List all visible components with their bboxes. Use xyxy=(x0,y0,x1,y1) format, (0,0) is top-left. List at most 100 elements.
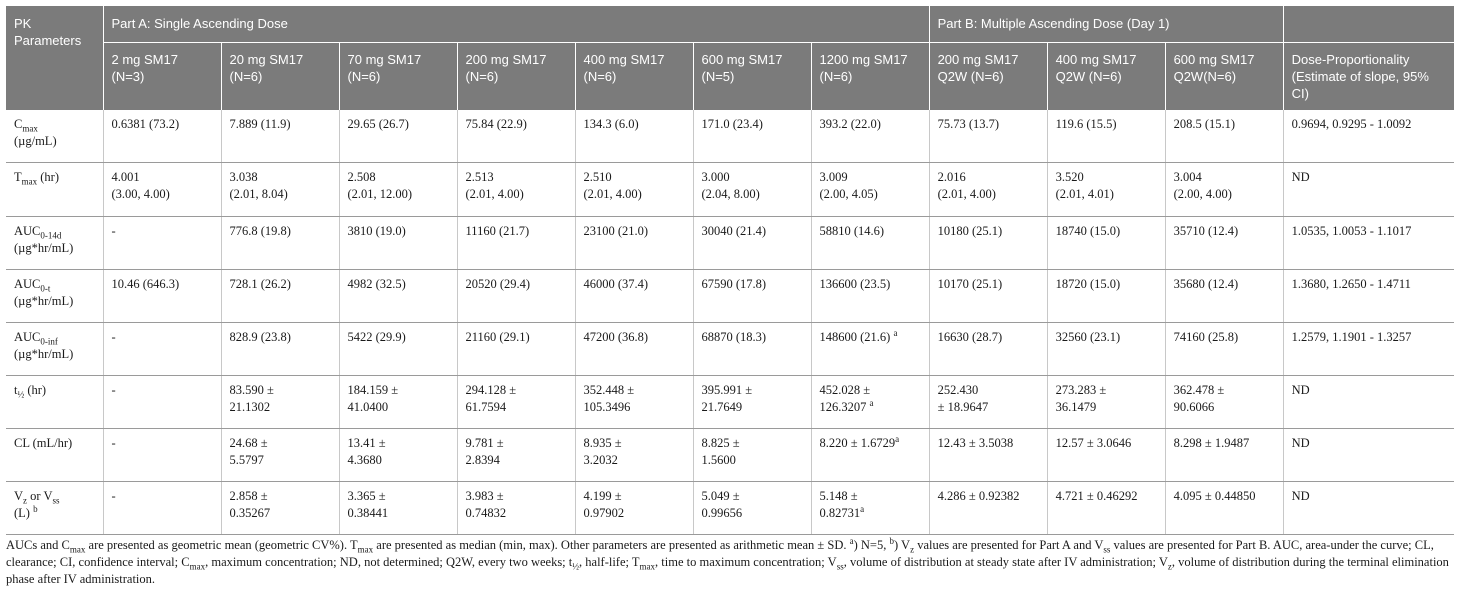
table-cell: 10180 (25.1) xyxy=(929,216,1048,270)
table-cell: 728.1 (26.2) xyxy=(221,269,340,323)
table-cell: 83.590 ± 21.1302 xyxy=(221,375,340,429)
pk-parameters-header: PK Parameters xyxy=(6,6,104,110)
table-cell: 3810 (19.0) xyxy=(339,216,458,270)
footnote-marker: a xyxy=(860,503,865,514)
table-row: t½ (hr) -83.590 ± 21.1302 184.159 ± 41.040… xyxy=(6,375,1455,429)
table-cell: ND xyxy=(1283,162,1455,217)
table-cell: 208.5 (15.1) xyxy=(1165,110,1284,163)
table-cell: 35710 (12.4) xyxy=(1165,216,1284,270)
table-cell: 1.2579, 1.1901 - 1.3257 xyxy=(1283,322,1455,376)
table-cell: 273.283 ± 36.1479 xyxy=(1047,375,1166,429)
table-cell: 58810 (14.6) xyxy=(811,216,930,270)
footnote-marker: a xyxy=(895,433,900,444)
pk-table-container: PK Parameters Part A: Single Ascending D… xyxy=(6,6,1455,535)
table-cell: 29.65 (26.7) xyxy=(339,110,458,163)
column-header: 600 mg SM17 Q2W(N=6) xyxy=(1165,42,1284,110)
table-cell: 47200 (36.8) xyxy=(575,322,694,376)
table-cell: 10.46 (646.3) xyxy=(103,269,222,323)
table-cell: 294.128 ± 61.7594 xyxy=(457,375,576,429)
table-cell: 20520 (29.4) xyxy=(457,269,576,323)
column-header: 70 mg SM17 (N=6) xyxy=(339,42,458,110)
table-cell: 32560 (23.1) xyxy=(1047,322,1166,376)
table-row: Vz or Vss (L) b -2.858 ± 0.35267 3.365 ± 0.… xyxy=(6,481,1455,535)
column-header: 2 mg SM17 (N=3) xyxy=(103,42,222,110)
table-cell: 5.148 ± 0.82731a xyxy=(811,481,930,535)
table-cell: 18740 (15.0) xyxy=(1047,216,1166,270)
parameter-label: AUC0-inf (µg*hr/mL) xyxy=(6,322,104,376)
table-cell: 134.3 (6.0) xyxy=(575,110,694,163)
table-cell: 4982 (32.5) xyxy=(339,269,458,323)
table-cell: 46000 (37.4) xyxy=(575,269,694,323)
table-cell: 352.448 ± 105.3496 xyxy=(575,375,694,429)
footnote-marker: a xyxy=(869,397,874,408)
table-cell: 2.513 (2.01, 4.00) xyxy=(457,162,576,217)
table-cell: - xyxy=(103,481,222,535)
table-cell: 3.004 (2.00, 4.00) xyxy=(1165,162,1284,217)
table-cell: 2.508 (2.01, 12.00) xyxy=(339,162,458,217)
table-cell: 184.159 ± 41.0400 xyxy=(339,375,458,429)
table-row: AUC0-t (µg*hr/mL) 10.46 (646.3) 728.1 (26.2… xyxy=(6,269,1455,323)
table-cell: 393.2 (22.0) xyxy=(811,110,930,163)
pk-table-body: Cmax (µg/mL) 0.6381 (73.2) 7.889 (11.9) 29.6… xyxy=(6,110,1455,535)
table-cell: 362.478 ± 90.6066 xyxy=(1165,375,1284,429)
table-cell: 7.889 (11.9) xyxy=(221,110,340,163)
column-header: 400 mg SM17 Q2W (N=6) xyxy=(1047,42,1166,110)
table-cell: 776.8 (19.8) xyxy=(221,216,340,270)
table-cell: 119.6 (15.5) xyxy=(1047,110,1166,163)
table-cell: ND xyxy=(1283,428,1455,482)
parameter-label: Cmax (µg/mL) xyxy=(6,110,104,163)
part-b-header: Part B: Multiple Ascending Dose (Day 1) xyxy=(929,6,1284,43)
table-cell: 8.935 ± 3.2032 xyxy=(575,428,694,482)
table-row: AUC0-inf (µg*hr/mL) -828.9 (23.8) 5422 (29.… xyxy=(6,322,1455,376)
table-cell: 8.298 ± 1.9487 xyxy=(1165,428,1284,482)
table-cell: 2.510 (2.01, 4.00) xyxy=(575,162,694,217)
table-cell: 171.0 (23.4) xyxy=(693,110,812,163)
table-cell: - xyxy=(103,322,222,376)
table-cell: - xyxy=(103,428,222,482)
table-cell: 12.57 ± 3.0646 xyxy=(1047,428,1166,482)
part-a-header: Part A: Single Ascending Dose xyxy=(103,6,930,43)
table-cell: 1.0535, 1.0053 - 1.1017 xyxy=(1283,216,1455,270)
footnote-marker: a xyxy=(893,327,898,338)
table-cell: - xyxy=(103,216,222,270)
table-cell: 35680 (12.4) xyxy=(1165,269,1284,323)
table-cell: 67590 (17.8) xyxy=(693,269,812,323)
table-cell: 2.858 ± 0.35267 xyxy=(221,481,340,535)
table-cell: 11160 (21.7) xyxy=(457,216,576,270)
column-header: 200 mg SM17 Q2W (N=6) xyxy=(929,42,1048,110)
column-header: 20 mg SM17 (N=6) xyxy=(221,42,340,110)
table-row: CL (mL/hr) -24.68 ± 5.5797 13.41 ± 4.3680 9… xyxy=(6,428,1455,482)
table-cell: 75.73 (13.7) xyxy=(929,110,1048,163)
parameter-label: CL (mL/hr) xyxy=(6,428,104,482)
table-cell: 74160 (25.8) xyxy=(1165,322,1284,376)
table-cell: 3.520 (2.01, 4.01) xyxy=(1047,162,1166,217)
table-cell: ND xyxy=(1283,481,1455,535)
table-cell: 148600 (21.6) a xyxy=(811,322,930,376)
table-cell: 24.68 ± 5.5797 xyxy=(221,428,340,482)
parameter-label: AUC0-14d (µg*hr/mL) xyxy=(6,216,104,270)
pk-parameters-table: PK Parameters Part A: Single Ascending D… xyxy=(6,6,1455,535)
table-cell: 452.028 ± 126.3207 a xyxy=(811,375,930,429)
table-cell: 4.001 (3.00, 4.00) xyxy=(103,162,222,217)
table-cell: 828.9 (23.8) xyxy=(221,322,340,376)
table-cell: - xyxy=(103,375,222,429)
table-cell: 10170 (25.1) xyxy=(929,269,1048,323)
table-footnote: AUCs and Cmax are presented as geometric… xyxy=(6,535,1449,586)
column-header: Dose-Proportionality (Estimate of slope,… xyxy=(1283,42,1455,110)
table-row: Cmax (µg/mL) 0.6381 (73.2) 7.889 (11.9) 29.6… xyxy=(6,110,1455,163)
table-cell: 3.000 (2.04, 8.00) xyxy=(693,162,812,217)
table-cell: 136600 (23.5) xyxy=(811,269,930,323)
table-cell: 5422 (29.9) xyxy=(339,322,458,376)
table-cell: 21160 (29.1) xyxy=(457,322,576,376)
table-cell: 252.430 ± 18.9647 xyxy=(929,375,1048,429)
table-cell: 4.286 ± 0.92382 xyxy=(929,481,1048,535)
table-cell: 4.199 ± 0.97902 xyxy=(575,481,694,535)
table-cell: 16630 (28.7) xyxy=(929,322,1048,376)
table-cell: 3.365 ± 0.38441 xyxy=(339,481,458,535)
table-cell: 4.095 ± 0.44850 xyxy=(1165,481,1284,535)
table-cell: 8.220 ± 1.6729a xyxy=(811,428,930,482)
parameter-label: Vz or Vss (L) b xyxy=(6,481,104,535)
table-cell: 12.43 ± 3.5038 xyxy=(929,428,1048,482)
table-cell: 30040 (21.4) xyxy=(693,216,812,270)
table-cell: 75.84 (22.9) xyxy=(457,110,576,163)
